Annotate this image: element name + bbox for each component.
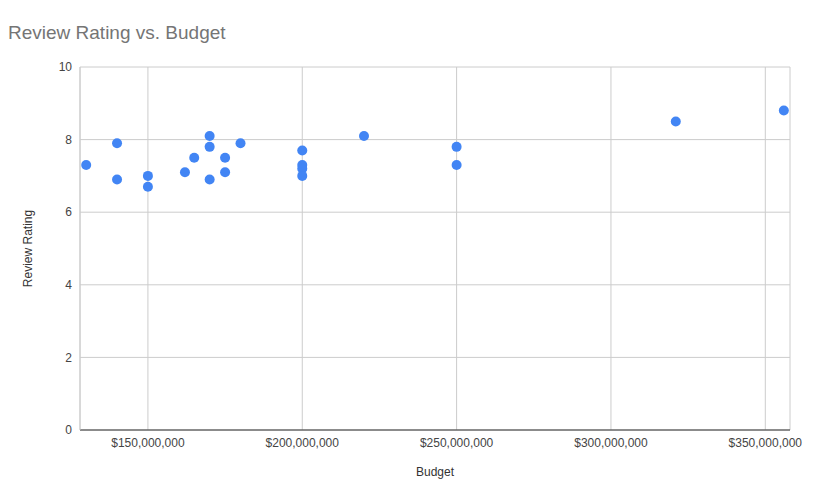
svg-text:$350,000,000: $350,000,000 <box>729 436 803 450</box>
svg-text:$150,000,000: $150,000,000 <box>111 436 185 450</box>
svg-text:10: 10 <box>59 60 73 74</box>
svg-text:0: 0 <box>65 423 72 437</box>
svg-text:$250,000,000: $250,000,000 <box>420 436 494 450</box>
svg-text:$200,000,000: $200,000,000 <box>266 436 340 450</box>
svg-text:Review Rating: Review Rating <box>21 210 35 287</box>
svg-text:$300,000,000: $300,000,000 <box>574 436 648 450</box>
html-text:Review Rating vs. Budget: Review Rating vs. Budget <box>8 22 226 43</box>
svg-text:Budget: Budget <box>416 465 455 479</box>
svg-text:4: 4 <box>65 278 72 292</box>
svg-text:8: 8 <box>65 133 72 147</box>
svg-text:6: 6 <box>65 205 72 219</box>
svg-text:2: 2 <box>65 351 72 365</box>
